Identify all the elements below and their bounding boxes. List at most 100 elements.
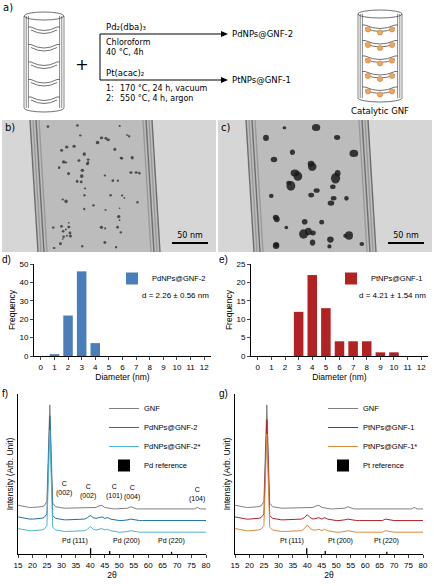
svg-text:GNF: GNF: [144, 404, 160, 413]
svg-text:PtNPs@GNF-1: PtNPs@GNF-1: [232, 75, 291, 85]
svg-text:20: 20: [28, 561, 37, 570]
svg-text:25: 25: [42, 561, 51, 570]
svg-text:6: 6: [120, 363, 125, 372]
svg-text:8: 8: [365, 363, 370, 372]
svg-text:170 °C, 24 h, vacuum: 170 °C, 24 h, vacuum: [120, 84, 208, 93]
svg-text:45: 45: [317, 561, 326, 570]
svg-text:15: 15: [236, 297, 245, 306]
svg-text:40: 40: [19, 278, 28, 287]
svg-text:Frequency: Frequency: [224, 289, 234, 330]
svg-text:Pd (111): Pd (111): [62, 537, 88, 545]
svg-text:2θ: 2θ: [107, 570, 117, 580]
svg-text:6: 6: [337, 363, 342, 372]
svg-text:10: 10: [173, 363, 182, 372]
svg-text:35: 35: [71, 561, 80, 570]
svg-text:4: 4: [310, 363, 315, 372]
svg-text:Diameter (nm): Diameter (nm): [95, 372, 149, 382]
svg-text:10: 10: [390, 363, 399, 372]
svg-text:30: 30: [57, 561, 66, 570]
svg-text:d = 2.26 ± 0.56 nm: d = 2.26 ± 0.56 nm: [142, 291, 209, 300]
svg-text:7: 7: [134, 363, 139, 372]
svg-text:C(004): C(004): [124, 484, 140, 501]
svg-text:4: 4: [93, 363, 98, 372]
svg-text:75: 75: [187, 561, 196, 570]
svg-text:11: 11: [186, 363, 195, 372]
svg-text:1: 1: [52, 363, 57, 372]
svg-text:+: +: [75, 55, 88, 74]
svg-text:60: 60: [361, 561, 370, 570]
svg-text:30: 30: [274, 561, 283, 570]
svg-text:40: 40: [303, 561, 312, 570]
svg-text:10: 10: [236, 315, 245, 324]
svg-text:Catalytic GNF: Catalytic GNF: [351, 106, 409, 116]
svg-text:PdNPs@GNF-2: PdNPs@GNF-2: [152, 274, 205, 283]
svg-text:2θ: 2θ: [324, 570, 334, 580]
svg-text:9: 9: [161, 363, 166, 372]
svg-text:Pd (200): Pd (200): [113, 537, 140, 545]
svg-text:Pt (220): Pt (220): [374, 537, 399, 545]
svg-text:70: 70: [173, 561, 182, 570]
svg-text:15: 15: [231, 561, 240, 570]
svg-text:PdNPs@GNF-2: PdNPs@GNF-2: [232, 29, 293, 39]
svg-text:Intensity (Arb. Unit): Intensity (Arb. Unit): [5, 437, 15, 510]
svg-text:Pd reference: Pd reference: [144, 461, 187, 470]
svg-text:40 °C, 4h: 40 °C, 4h: [106, 48, 144, 57]
svg-text:a): a): [3, 2, 13, 13]
svg-text:50: 50: [332, 561, 341, 570]
svg-text:50 nm: 50 nm: [177, 231, 203, 240]
svg-text:55: 55: [129, 561, 138, 570]
svg-text:65: 65: [158, 561, 167, 570]
svg-text:Diameter (nm): Diameter (nm): [312, 372, 366, 382]
svg-text:55: 55: [346, 561, 355, 570]
svg-text:0: 0: [39, 363, 44, 372]
svg-text:0: 0: [24, 352, 29, 361]
svg-text:9: 9: [378, 363, 383, 372]
svg-text:10: 10: [19, 333, 28, 342]
svg-text:5: 5: [107, 363, 112, 372]
svg-text:1: 1: [269, 363, 274, 372]
svg-text:Pt (111): Pt (111): [280, 537, 304, 545]
svg-text:GNF: GNF: [363, 404, 379, 413]
svg-text:45: 45: [100, 561, 109, 570]
svg-text:C(104): C(104): [189, 486, 205, 503]
svg-text:Pt (200): Pt (200): [328, 537, 353, 545]
svg-text:2:: 2:: [106, 94, 114, 103]
svg-text:d = 4.21 ± 1.54 nm: d = 4.21 ± 1.54 nm: [359, 291, 426, 300]
svg-text:75: 75: [404, 561, 413, 570]
svg-text:PtNPs@GNF-1*: PtNPs@GNF-1*: [363, 442, 417, 451]
svg-text:80: 80: [419, 561, 428, 570]
svg-text:60: 60: [144, 561, 153, 570]
svg-text:PtNPs@GNF-1: PtNPs@GNF-1: [363, 423, 414, 432]
svg-text:b): b): [5, 122, 15, 133]
svg-text:Chloroform: Chloroform: [106, 38, 151, 47]
svg-text:50 nm: 50 nm: [393, 231, 419, 240]
svg-text:C(101): C(101): [106, 483, 122, 500]
svg-text:c): c): [221, 122, 230, 133]
svg-text:20: 20: [245, 561, 254, 570]
svg-text:65: 65: [375, 561, 384, 570]
svg-text:20: 20: [236, 278, 245, 287]
svg-text:0: 0: [241, 352, 246, 361]
svg-text:70: 70: [390, 561, 399, 570]
svg-text:Intensity (Arb. Unit): Intensity (Arb. Unit): [222, 437, 232, 510]
svg-text:Pt(acac)₂: Pt(acac)₂: [106, 68, 144, 78]
svg-text:40: 40: [86, 561, 95, 570]
svg-text:Pd₂(dba)₃: Pd₂(dba)₃: [106, 22, 146, 32]
svg-text:12: 12: [200, 363, 209, 372]
svg-text:25: 25: [259, 561, 268, 570]
svg-text:11: 11: [403, 363, 412, 372]
svg-text:C(002): C(002): [56, 480, 72, 497]
svg-text:5: 5: [241, 333, 246, 342]
svg-text:Frequency: Frequency: [7, 289, 17, 330]
svg-text:550 °C, 4 h, argon: 550 °C, 4 h, argon: [120, 94, 193, 103]
svg-text:2: 2: [283, 363, 288, 372]
svg-text:7: 7: [351, 363, 356, 372]
svg-text:5: 5: [324, 363, 329, 372]
svg-text:2: 2: [66, 363, 71, 372]
svg-text:50: 50: [115, 561, 124, 570]
svg-text:Pd (220): Pd (220): [158, 537, 185, 545]
svg-text:80: 80: [202, 561, 211, 570]
svg-text:20: 20: [19, 315, 28, 324]
svg-text:PtNPs@GNF-1: PtNPs@GNF-1: [371, 274, 422, 283]
svg-text:C(002): C(002): [80, 483, 96, 500]
